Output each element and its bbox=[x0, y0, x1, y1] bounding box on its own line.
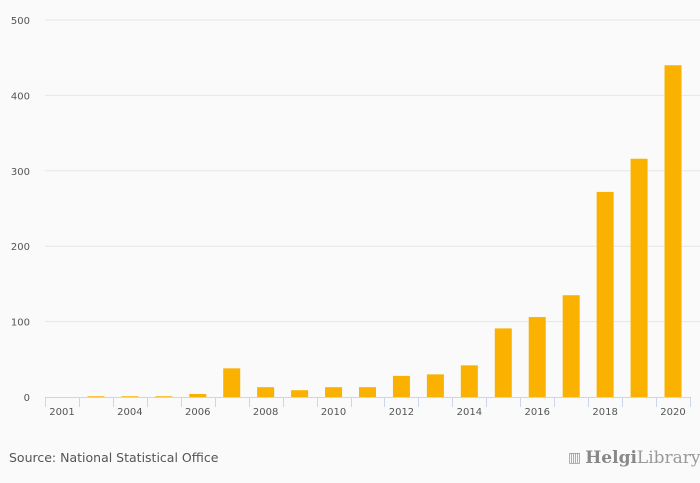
x-tick-label: 2010 bbox=[321, 407, 346, 418]
bar bbox=[494, 328, 512, 397]
bar bbox=[359, 387, 376, 397]
y-tick-label: 200 bbox=[11, 242, 30, 253]
bar bbox=[257, 387, 275, 397]
x-tick-label: 2020 bbox=[660, 407, 685, 418]
bar bbox=[291, 390, 309, 397]
bar bbox=[155, 396, 173, 397]
y-tick-label: 400 bbox=[11, 91, 30, 102]
bar bbox=[189, 393, 207, 397]
y-tick-label: 500 bbox=[11, 16, 30, 27]
x-tick-label: 2006 bbox=[185, 407, 210, 418]
x-tick-label: 2008 bbox=[253, 407, 278, 418]
y-tick-label: 0 bbox=[24, 393, 30, 404]
source-note: Source: National Statistical Office bbox=[9, 450, 219, 465]
bar bbox=[664, 65, 682, 398]
bar bbox=[87, 396, 105, 397]
bar bbox=[121, 396, 139, 397]
y-tick-label: 100 bbox=[11, 318, 30, 329]
bar bbox=[630, 158, 648, 397]
bar bbox=[325, 387, 343, 397]
x-tick-label: 2004 bbox=[117, 407, 142, 418]
bar bbox=[528, 317, 546, 397]
bar bbox=[562, 295, 580, 397]
x-tick-label: 2001 bbox=[49, 407, 74, 418]
x-tick-label: 2018 bbox=[592, 407, 617, 418]
logo-icon: ▥ bbox=[568, 450, 582, 466]
bar bbox=[426, 374, 444, 397]
bar bbox=[596, 191, 614, 397]
y-tick-label: 300 bbox=[11, 167, 30, 178]
x-tick-label: 2012 bbox=[389, 407, 414, 418]
helgi-library-logo: ▥ Helgi Library. bbox=[568, 448, 700, 468]
x-tick-label: 2014 bbox=[457, 407, 482, 418]
bar bbox=[223, 368, 241, 397]
bar-chart: 0 100 200 300 400 500 2001 2004 2006 2008 2010 2012… bbox=[11, 16, 700, 418]
bar bbox=[392, 375, 410, 397]
bar bbox=[460, 365, 478, 397]
x-tick-label: 2016 bbox=[525, 407, 550, 418]
